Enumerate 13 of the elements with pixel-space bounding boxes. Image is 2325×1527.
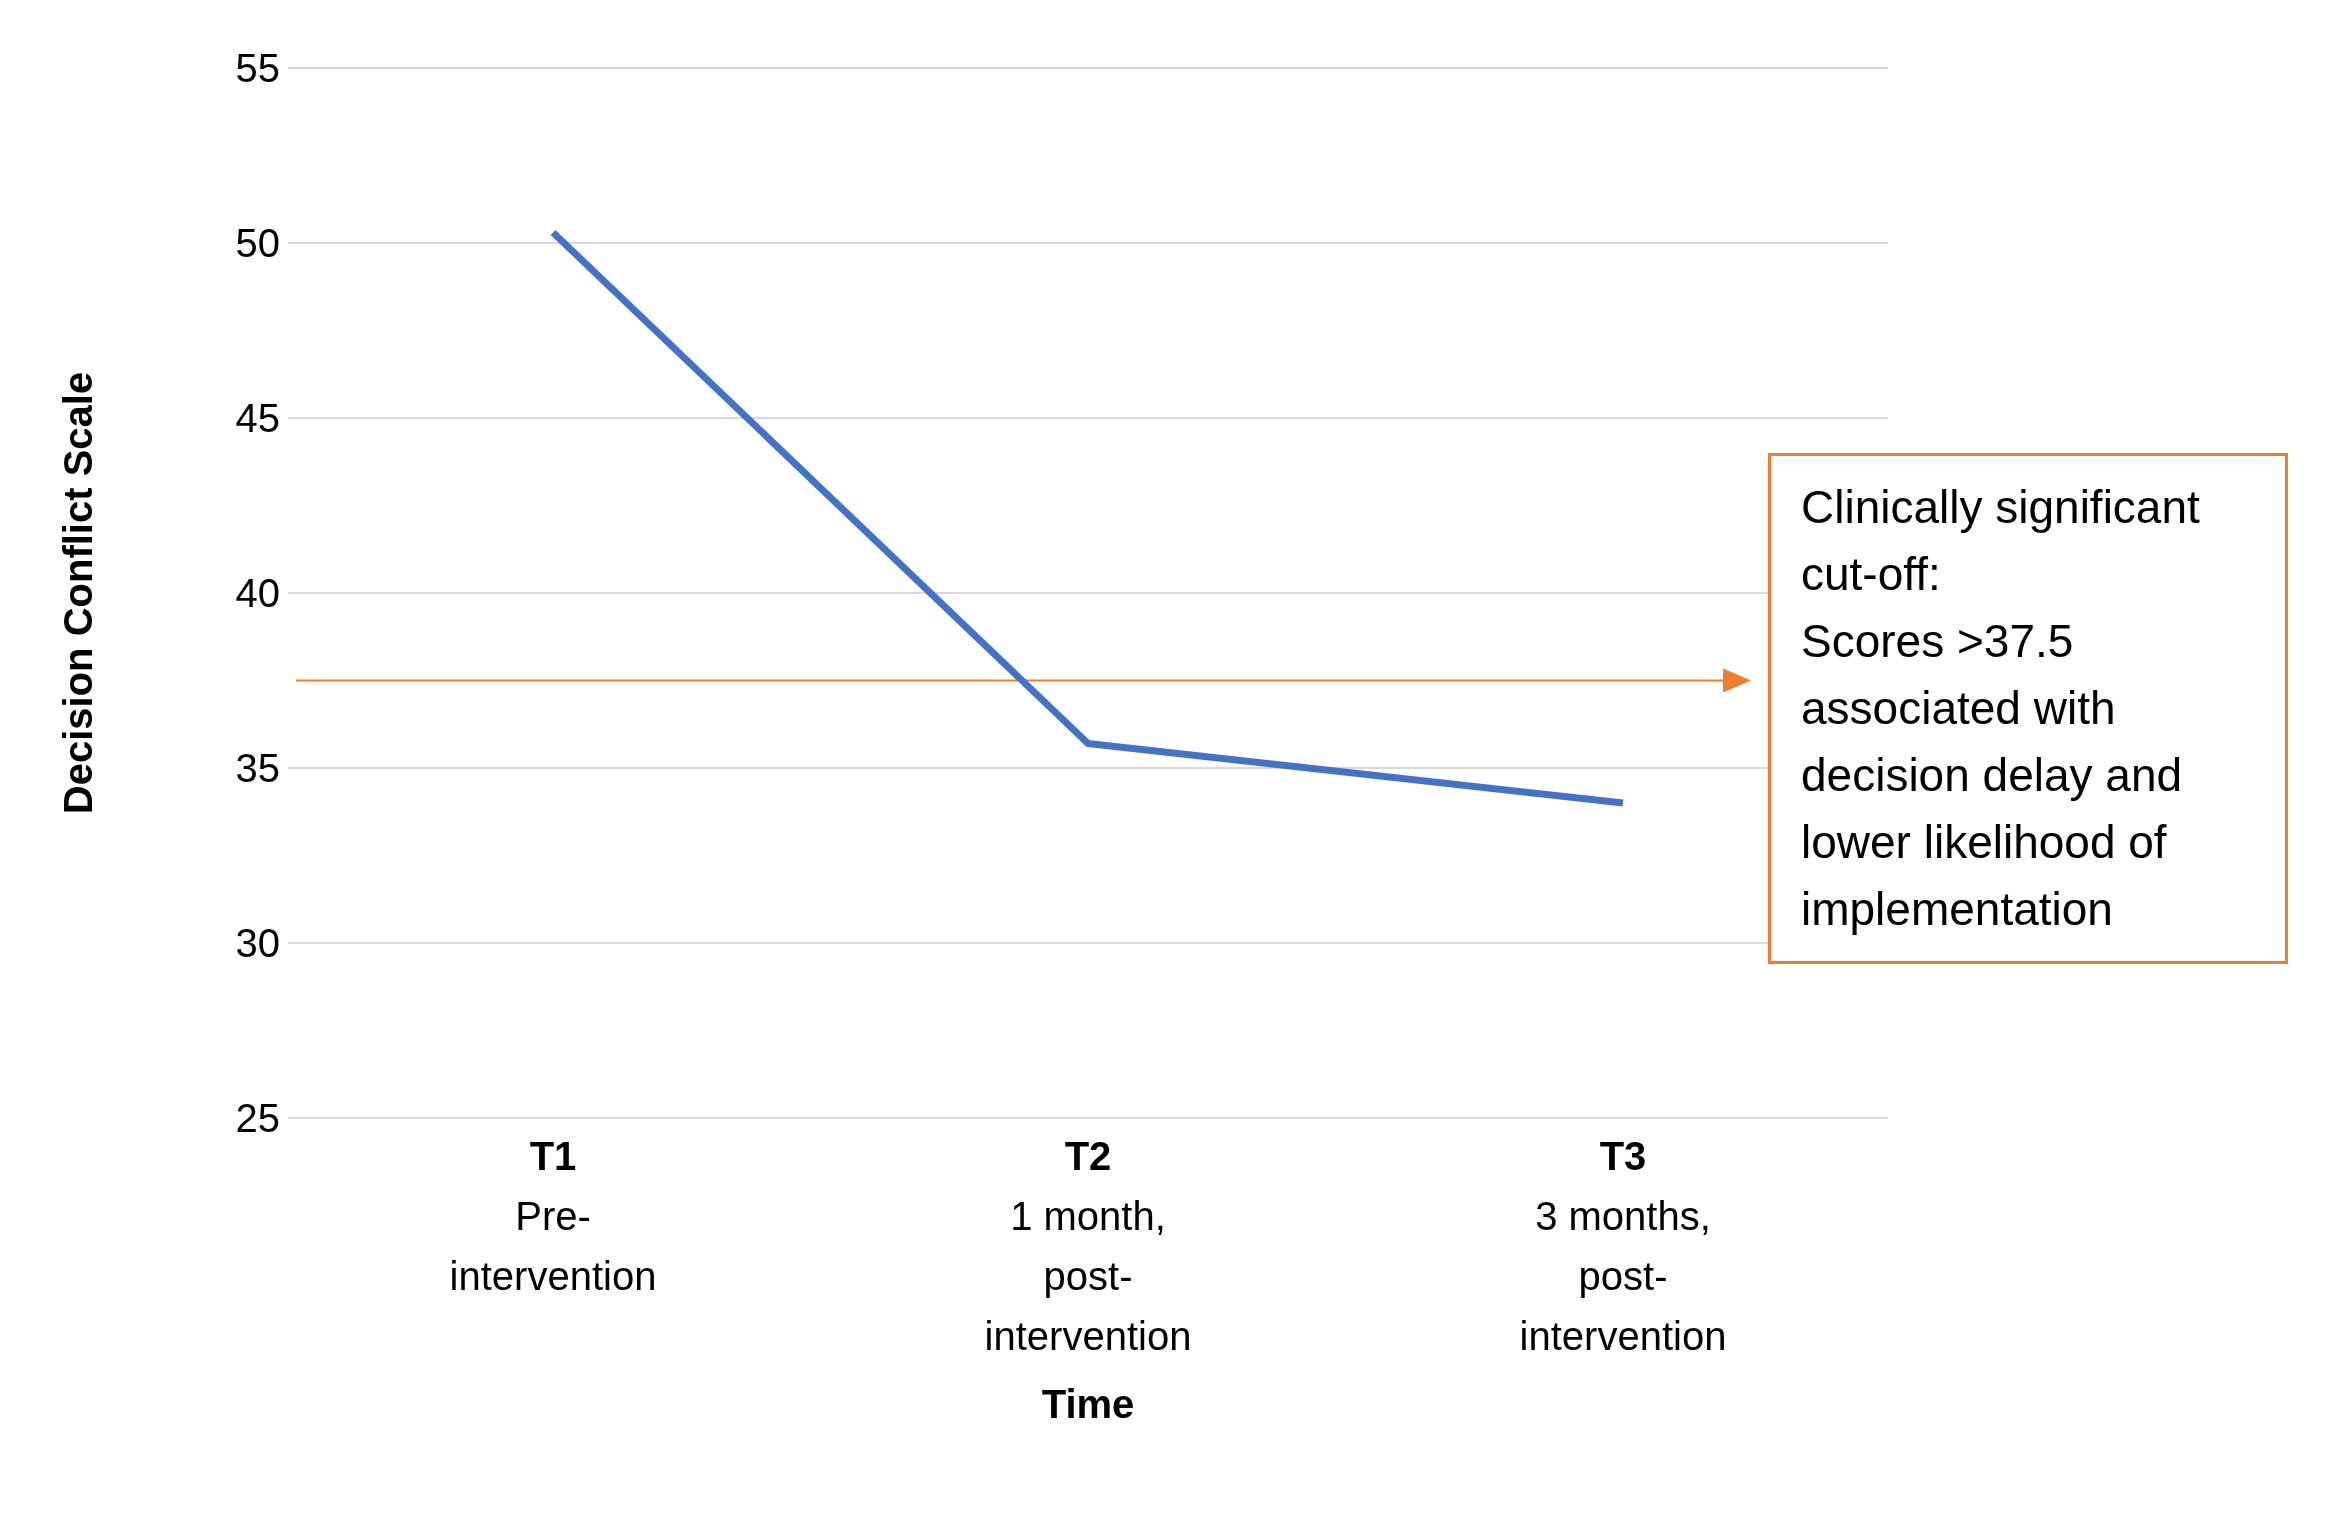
- y-axis-title: Decision Conflict Scale: [56, 371, 101, 815]
- y-tick-label: 45: [235, 396, 280, 441]
- y-tick-label: 30: [235, 921, 280, 966]
- ref-line-label: Clinically significant cut-off: Scores >37.5 associated with decision delay and lower likelihood of implementation: [1768, 453, 2288, 964]
- x-tick-label: T2 1 month, post- intervention: [984, 1134, 1192, 1358]
- y-tick-label: 40: [235, 571, 280, 616]
- y-tick-label: 50: [235, 221, 280, 266]
- x-tick-label: T1 Pre- intervention: [449, 1134, 657, 1298]
- y-tick-label: 55: [235, 46, 280, 91]
- x-tick-label: T3 3 months, post- intervention: [1519, 1134, 1727, 1358]
- y-tick-label: 35: [235, 746, 280, 791]
- x-axis-title: Time: [1041, 1382, 1135, 1426]
- y-tick-label: 25: [235, 1096, 280, 1141]
